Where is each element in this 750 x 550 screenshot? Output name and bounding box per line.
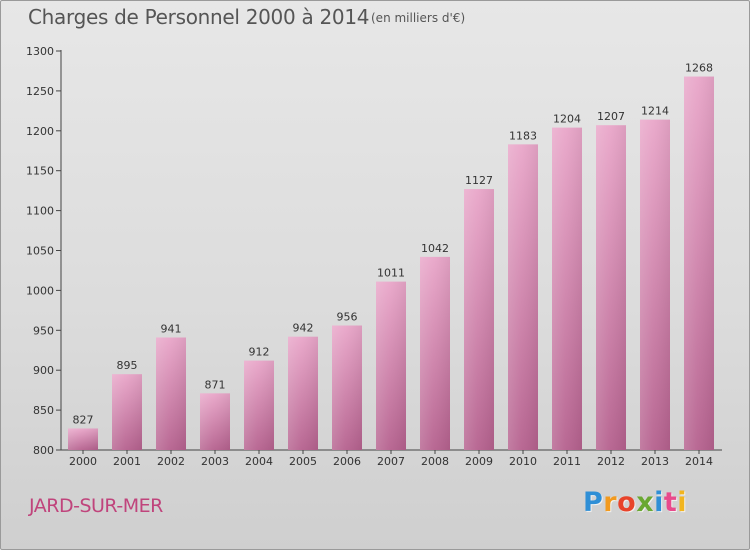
bar-shine xyxy=(288,336,318,450)
bar-shine xyxy=(508,144,538,450)
bar-value-label: 1204 xyxy=(553,113,581,126)
bar-value-label: 1183 xyxy=(509,129,537,142)
logo-letter: x xyxy=(636,487,655,518)
x-tick-label: 2011 xyxy=(553,455,581,468)
bar-value-label: 1268 xyxy=(685,62,713,75)
bar-value-label: 827 xyxy=(73,413,94,426)
proxiti-logo: Proxiti xyxy=(583,487,687,518)
chart-subtitle: (en milliers d'€) xyxy=(371,11,466,25)
logo-letter: i xyxy=(677,487,688,518)
x-tick-label: 2002 xyxy=(157,455,185,468)
logo-letter: o xyxy=(617,487,637,518)
y-tick-label: 1200 xyxy=(26,125,54,138)
x-tick-label: 2007 xyxy=(377,455,405,468)
bar-shine xyxy=(420,256,450,450)
y-tick-label: 1050 xyxy=(26,245,54,258)
bar-shine xyxy=(464,189,494,450)
bar-value-label: 1207 xyxy=(597,110,625,123)
x-tick-label: 2005 xyxy=(289,455,317,468)
location-label: JARD-SUR-MER xyxy=(29,495,163,517)
bar-value-label: 871 xyxy=(205,378,226,391)
bar-shine xyxy=(684,76,714,450)
y-tick-label: 1250 xyxy=(26,85,54,98)
bar-shine xyxy=(552,127,582,450)
chart-title: Charges de Personnel 2000 à 2014 xyxy=(28,5,370,29)
x-tick-label: 2012 xyxy=(597,455,625,468)
y-tick-label: 800 xyxy=(33,444,54,457)
y-tick-label: 1150 xyxy=(26,165,54,178)
x-tick-label: 2004 xyxy=(245,455,273,468)
bar-shine xyxy=(640,119,670,451)
bar-shine xyxy=(68,428,98,450)
bar-shine xyxy=(332,325,362,450)
x-tick-label: 2009 xyxy=(465,455,493,468)
bar-value-label: 1042 xyxy=(421,242,449,255)
bar-shine xyxy=(596,125,626,451)
x-tick-label: 2013 xyxy=(641,455,669,468)
bar-shine xyxy=(244,360,274,450)
x-tick-label: 2008 xyxy=(421,455,449,468)
x-tick-label: 2006 xyxy=(333,455,361,468)
bar-value-label: 1127 xyxy=(465,174,493,187)
x-tick-label: 2014 xyxy=(685,455,713,468)
x-tick-label: 2001 xyxy=(113,455,141,468)
bar-shine xyxy=(376,281,406,450)
bar-value-label: 1214 xyxy=(641,105,669,118)
bar-shine xyxy=(156,337,186,450)
y-tick-label: 1300 xyxy=(26,45,54,58)
y-tick-label: 950 xyxy=(33,324,54,337)
bar-shine xyxy=(200,393,230,450)
bar-value-label: 1011 xyxy=(377,267,405,280)
bar-value-label: 895 xyxy=(117,359,138,372)
logo-letter: i xyxy=(654,487,664,518)
y-tick-label: 900 xyxy=(33,364,54,377)
logo-letter: P xyxy=(583,487,604,518)
x-tick-label: 2003 xyxy=(201,455,229,468)
bar-value-label: 956 xyxy=(337,311,358,324)
y-tick-label: 1100 xyxy=(26,205,54,218)
bar-value-label: 912 xyxy=(249,346,270,359)
logo-letter: r xyxy=(603,487,618,518)
y-tick-label: 850 xyxy=(33,404,54,417)
bar-shine xyxy=(112,374,142,450)
x-tick-label: 2010 xyxy=(509,455,537,468)
bar-value-label: 941 xyxy=(161,322,182,335)
x-tick-label: 2000 xyxy=(69,455,97,468)
y-tick-label: 1000 xyxy=(26,284,54,297)
logo-letter: t xyxy=(663,487,678,518)
bar-value-label: 942 xyxy=(293,322,314,335)
